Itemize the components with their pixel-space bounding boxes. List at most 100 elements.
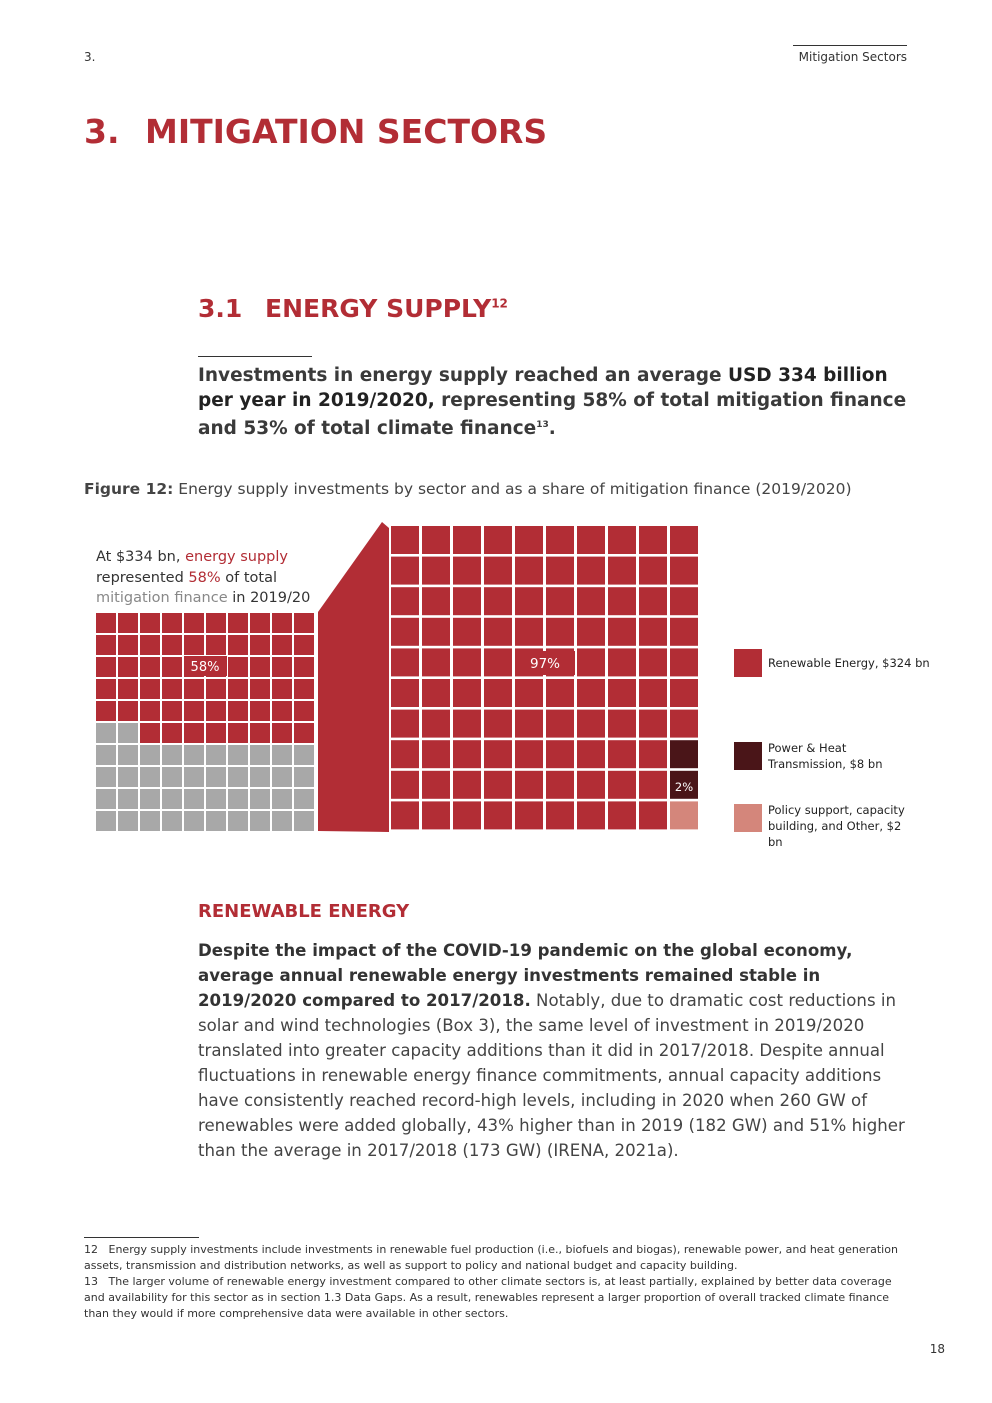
waffle-cell-rest [162,745,182,765]
waffle-cell-rest [118,811,138,831]
waffle-cell-rest [294,767,314,787]
waffle-cell-sector [577,709,605,738]
waffle-cell-share [294,613,314,633]
waffle-cell-rest [250,767,270,787]
waffle-cell-rest [162,811,182,831]
waffle-cell-sector [391,770,419,799]
waffle-cell-sector [546,617,574,646]
waffle-cell-share [206,701,226,721]
waffle-cell-rest [118,767,138,787]
waffle-cell-sector [546,526,574,554]
waffle-cell-sector [577,648,605,677]
waffle-cell-sector [422,587,450,616]
waffle-cell-sector [422,617,450,646]
waffle-cell-share [140,613,160,633]
section-number: 3.1 [198,294,243,323]
waffle-cell-share [228,701,248,721]
waffle-cell-share [250,723,270,743]
waffle-cell-sector [670,770,698,799]
waffle-cell-sector [670,556,698,585]
connector [318,522,389,832]
intro-footnote-ref: 13 [536,420,549,430]
footnote-rule [84,1237,199,1238]
waffle-cell-sector [577,770,605,799]
waffle-cell-sector [608,526,636,554]
waffle-cell-sector [639,617,667,646]
waffle-cell-share [184,701,204,721]
waffle-cell-share [140,701,160,721]
waffle-cell-rest [228,767,248,787]
legend-swatch [734,804,762,832]
label-box [184,656,227,676]
waffle-cell-sector [515,556,543,585]
waffle-cell-share [228,657,248,677]
waffle-cell-share [140,635,160,655]
annotation-text: represented [96,569,189,586]
annotation-text: 58% [188,569,221,586]
waffle-cell-sector [391,801,419,830]
waffle-cell-sector [484,770,512,799]
waffle-cell-share [206,679,226,699]
waffle-cell-sector [453,740,481,769]
waffle-cell-sector [608,801,636,830]
lead-text: Despite the impact of the COVID-19 pande… [198,941,853,1010]
waffle-cell-share [118,613,138,633]
waffle-cell-share [294,635,314,655]
waffle-cell-sector [391,648,419,677]
waffle-cell-sector [391,617,419,646]
waffle-cell-sector [639,770,667,799]
subheading: RENEWABLE ENERGY [198,901,410,922]
waffle-cell-sector [577,587,605,616]
waffle-cell-rest [96,811,116,831]
waffle-cell-rest [162,789,182,809]
waffle-cell-sector [670,801,698,830]
figure-caption: Figure 12: Energy supply investments by … [84,480,852,498]
waffle-cell-share [162,635,182,655]
waffle-cell-share [140,657,160,677]
waffle-cell-rest [118,745,138,765]
waffle-cell-rest [162,767,182,787]
waffle-cell-sector [670,679,698,707]
waffle-cell-sector [422,709,450,738]
waffle-cell-share [96,635,116,655]
waffle-cell-share [272,613,292,633]
waffle-cell-rest [206,745,226,765]
waffle-cell-rest [206,789,226,809]
waffle-cell-sector [484,617,512,646]
waffle-cell-sector [515,770,543,799]
waffle-cell-rest [184,811,204,831]
waffle-cell-sector [577,556,605,585]
waffle-cell-sector [577,740,605,769]
waffle-cell-sector [422,556,450,585]
page-number: 18 [929,1342,945,1356]
waffle-cell-share [294,657,314,677]
waffle-cell-sector [546,801,574,830]
waffle-cell-share [228,679,248,699]
waffle-cell-share [118,701,138,721]
waffle-cell-share [162,679,182,699]
waffle-cell-sector [422,648,450,677]
footnote: 12 Energy supply investments include inv… [84,1242,906,1274]
waffle-cell-rest [250,811,270,831]
waffle-cell-share [162,701,182,721]
waffle-cell-sector [453,709,481,738]
waffle-cell-sector [391,709,419,738]
waffle-cell-sector [608,648,636,677]
waffle-cell-sector [608,617,636,646]
waffle-cell-sector [639,709,667,738]
waffle-cell-sector [391,740,419,769]
waffle-cell-sector [670,587,698,616]
waffle-cell-sector [577,526,605,554]
footnote-number: 12 [84,1243,98,1256]
waffle-cell-share [294,679,314,699]
waffle-cell-rest [118,723,138,743]
waffle-cell-sector [670,617,698,646]
share-label: 97% [530,656,560,672]
waffle-cell-share [118,635,138,655]
waffle-cell-sector [515,801,543,830]
legend-label: Renewable Energy, $324 bn [768,656,930,670]
waffle-cell-sector [391,587,419,616]
footnotes: 12 Energy supply investments include inv… [84,1242,906,1322]
intro-text: . [548,418,556,440]
